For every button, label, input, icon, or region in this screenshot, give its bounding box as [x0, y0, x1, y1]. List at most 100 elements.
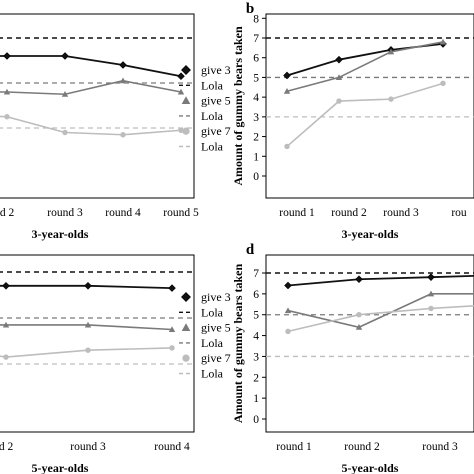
panel-a-series-line: [0, 55, 182, 78]
panel-a-x-tick-label: round 5: [163, 207, 199, 219]
panel-c-series-line: [0, 347, 173, 358]
panel-b-series-line: [286, 41, 444, 93]
panel-b-y-axis-label: Amount of gummy bears taken: [231, 26, 245, 186]
legend-give7-marker: [182, 354, 190, 362]
panel-d-data-point: [356, 311, 362, 318]
panel-d-data-point: [427, 290, 435, 297]
panel-b-y-tick-label: 6: [253, 53, 259, 65]
panel-b-series-line: [286, 82, 444, 148]
panel-d-data-point: [355, 275, 363, 284]
panel-d-x-tick-label: round 2: [344, 441, 380, 453]
panel-d-data-point: [285, 328, 291, 335]
panel-c-data-point: [84, 282, 92, 290]
panel-d-data-point: [284, 307, 292, 314]
panel-c-series-line: [0, 324, 173, 331]
panel-d-y-axis-label: Amount of gummy bears taken: [231, 264, 245, 424]
panel-c-frame: [0, 254, 195, 433]
panel-d-y-tick-label: 6: [253, 289, 259, 301]
panel-d-y-tick-label: 5: [253, 310, 259, 322]
legend-give7-marker: [182, 127, 190, 135]
panel-d-letter: d: [246, 242, 255, 258]
legend-entry-label: Lola: [201, 367, 224, 381]
legend-entry-label: give 3: [201, 63, 231, 77]
panel-b-series-line: [286, 43, 444, 77]
panel-b-y-tick-label: 1: [253, 151, 259, 163]
panel-a-plot-area: [0, 37, 194, 138]
legend-entry-label: give 5: [201, 321, 231, 335]
panel-d-x-tick-label: round 3: [422, 441, 458, 453]
panel-b-data-point: [439, 38, 447, 45]
panel-a-data-point: [61, 52, 69, 60]
panel-a-data-point: [119, 61, 127, 69]
legend-give5-marker: [181, 323, 191, 332]
panel-d-data-point: [427, 273, 435, 281]
panel-a-data-point: [4, 114, 10, 120]
panel-a-data-point: [62, 129, 68, 136]
panel-b-data-point: [387, 48, 395, 55]
panel-d: round 1 round 2 round 3 5-year-olds 0 1 2 3 4 5 6 7…: [231, 242, 474, 474]
panel-d-frame: [265, 254, 474, 433]
panel-d-series-line: [287, 293, 474, 329]
panel-c-data-point: [85, 347, 91, 353]
panel-b: round 1 round 2 round 3 rou 3-year-olds 0 1 2 3 4…: [231, 1, 474, 241]
panel-c-x-tick-label: round 4: [154, 441, 190, 453]
panel-a-frame: [0, 13, 195, 199]
panel-b-data-point: [335, 74, 343, 80]
panel-b-data-point: [336, 98, 342, 104]
legend-give5-marker: [181, 96, 191, 105]
legend-give3-marker: [181, 65, 191, 75]
legend-entry-label: give 5: [201, 94, 231, 108]
legend-entry-label: Lola: [201, 140, 224, 154]
panel-b-y-tick-label: 0: [253, 171, 259, 183]
panel-b-x-tick-label: round 3: [383, 207, 419, 219]
panel-b-y-tick-label: 2: [253, 132, 259, 144]
panel-a-series-line: [0, 115, 182, 136]
panel-a-x-tick-label: round 3: [47, 207, 83, 219]
panel-c-x-axis-label: 5-year-olds: [32, 461, 89, 474]
panel-a-data-point: [177, 72, 185, 81]
panel-d-y-tick-label: 2: [253, 372, 259, 384]
panel-a-x-tick-label: d 2: [0, 207, 14, 219]
panel-d-data-point: [284, 281, 292, 290]
panel-c-series-line: [0, 284, 173, 289]
panel-c-data-point: [168, 326, 176, 333]
panel-d-x-tick-label: round 1: [276, 441, 312, 453]
panel-b-data-point: [335, 55, 343, 64]
panel-c-x-tick-label: round 3: [70, 441, 106, 453]
panel-b-data-point: [440, 80, 446, 87]
panel-d-data-point: [428, 305, 434, 312]
legend-entry-label: Lola: [201, 78, 224, 92]
panel-a-x-axis-label: 3-year-olds: [32, 227, 89, 241]
panel-b-plot-area: [266, 37, 474, 150]
legend-give3-marker: [181, 292, 191, 302]
panel-b-y-tick-label: 5: [253, 72, 259, 84]
panel-a-data-point: [61, 91, 69, 97]
panel-b-x-tick-label: rou: [451, 207, 467, 219]
panel-a-data-point: [178, 127, 184, 133]
panel-b-letter: b: [246, 1, 254, 17]
panel-d-y-tick-label: 1: [253, 393, 259, 405]
panel-c-data-point: [3, 354, 9, 360]
panel-b-data-point: [283, 71, 291, 80]
panel-d-y-tick-label: 0: [253, 414, 259, 426]
panel-d-series-line: [287, 305, 474, 333]
panel-b-data-point: [283, 88, 291, 94]
panel-b-x-tick-label: round 1: [279, 207, 315, 219]
panel-b-data-point: [388, 96, 394, 102]
panel-c-data-point: [84, 321, 92, 328]
panel-c-x-tick-label: d 2: [0, 441, 13, 453]
panel-d-series-line: [287, 274, 474, 287]
panel-b-y-tick-label: 7: [253, 33, 259, 45]
legend-entry-label: Lola: [201, 336, 224, 350]
panel-c: d 2 round 3 round 4 5-year-olds: [0, 254, 195, 474]
panel-b-x-tick-label: round 2: [331, 207, 367, 219]
legend-entry-label: give 7: [201, 351, 231, 365]
panel-d-data-point: [355, 324, 363, 330]
panel-a-data-point: [120, 132, 126, 138]
panel-d-y-tick-label: 4: [253, 331, 259, 343]
panel-a-data-point: [177, 88, 185, 95]
panel-b-y-tick-label: 4: [253, 92, 259, 104]
legend-entry-label: Lola: [201, 305, 224, 319]
